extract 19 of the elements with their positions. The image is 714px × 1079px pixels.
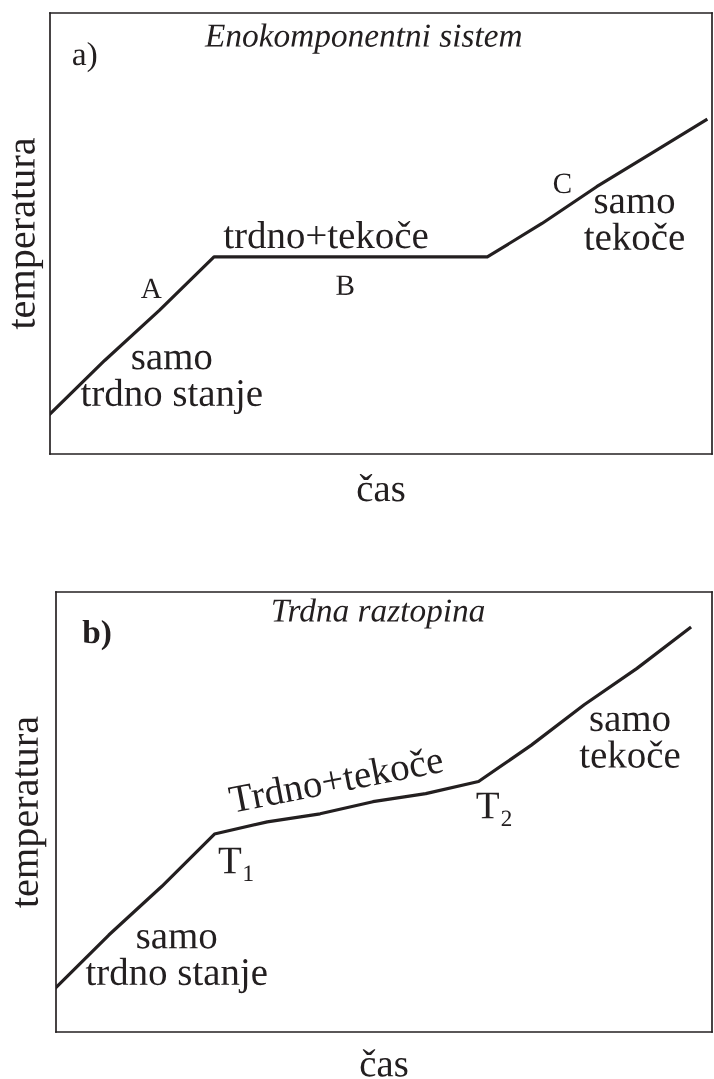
- annotation: Trdno+tekoče: [227, 745, 444, 814]
- annotation: A: [141, 278, 162, 298]
- annotation: samo tekoče: [584, 194, 684, 251]
- x-axis-title: čas: [360, 1049, 408, 1077]
- text: a): [73, 41, 97, 73]
- chart-title: Enokomponentni sistem: [204, 23, 522, 54]
- x-axis-title: čas: [357, 474, 405, 502]
- annotation: C: [553, 173, 571, 194]
- y-axis-title: temperatura: [11, 137, 44, 330]
- annotation: samo tekoče: [579, 712, 680, 768]
- annotation: trdno+tekoče: [223, 220, 428, 249]
- y-axis-title: temperatura: [15, 716, 47, 908]
- annotation: T₂: [476, 792, 512, 827]
- annotation: samo trdno stanje: [85, 929, 267, 994]
- chart-title: Trdna raztopina: [273, 598, 485, 629]
- annotation: samo trdno stanje: [80, 350, 262, 415]
- annotation: b): [82, 619, 111, 651]
- annotation: B: [336, 275, 354, 295]
- annotation: T₁: [218, 847, 253, 881]
